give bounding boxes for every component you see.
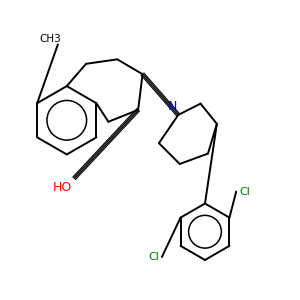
- Text: Cl: Cl: [148, 252, 159, 262]
- Text: CH3: CH3: [40, 34, 61, 44]
- Text: Cl: Cl: [239, 187, 250, 196]
- Text: HO: HO: [53, 181, 72, 194]
- Text: N: N: [167, 100, 177, 113]
